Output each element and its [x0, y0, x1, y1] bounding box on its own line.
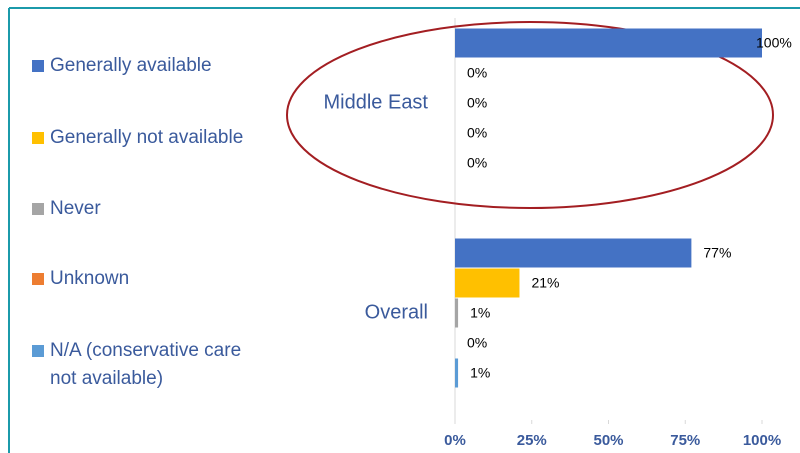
x-tick-label: 0% — [444, 432, 466, 449]
legend-item: Unknown — [32, 265, 272, 293]
legend-swatch — [32, 60, 44, 72]
legend-item: N/A (conservative care not available) — [32, 337, 272, 393]
legend-swatch — [32, 345, 44, 357]
x-tick-label: 25% — [517, 432, 547, 449]
value-label: 0% — [467, 125, 487, 141]
legend-swatch — [32, 132, 44, 144]
bar — [455, 268, 520, 298]
legend-swatch — [32, 203, 44, 215]
legend-label: Generally not available — [50, 127, 244, 148]
category-label: Overall — [365, 301, 428, 323]
highlight-ellipse — [286, 21, 774, 209]
bar — [455, 238, 692, 268]
value-label: 77% — [703, 245, 731, 261]
value-label: 100% — [756, 35, 792, 51]
value-label: 0% — [467, 335, 487, 351]
x-tick-label: 75% — [670, 432, 700, 449]
legend-item: Generally not available — [32, 124, 272, 152]
legend-item: Never — [32, 195, 272, 223]
value-label: 21% — [531, 275, 559, 291]
x-tick-label: 50% — [593, 432, 623, 449]
category-label: Middle East — [324, 91, 429, 113]
value-label: 0% — [467, 155, 487, 171]
value-label: 0% — [467, 95, 487, 111]
bar — [455, 358, 459, 388]
legend-label: N/A (conservative care not available) — [50, 340, 242, 389]
legend-item: Generally available — [32, 52, 272, 80]
legend-swatch — [32, 273, 44, 285]
value-label: 1% — [470, 365, 490, 381]
value-label: 1% — [470, 305, 490, 321]
value-label: 0% — [467, 65, 487, 81]
legend-label: Unknown — [50, 268, 130, 289]
bar — [455, 298, 459, 328]
bar — [455, 28, 762, 58]
x-tick-label: 100% — [743, 432, 781, 449]
legend-label: Never — [50, 198, 101, 219]
legend-label: Generally available — [50, 55, 212, 76]
